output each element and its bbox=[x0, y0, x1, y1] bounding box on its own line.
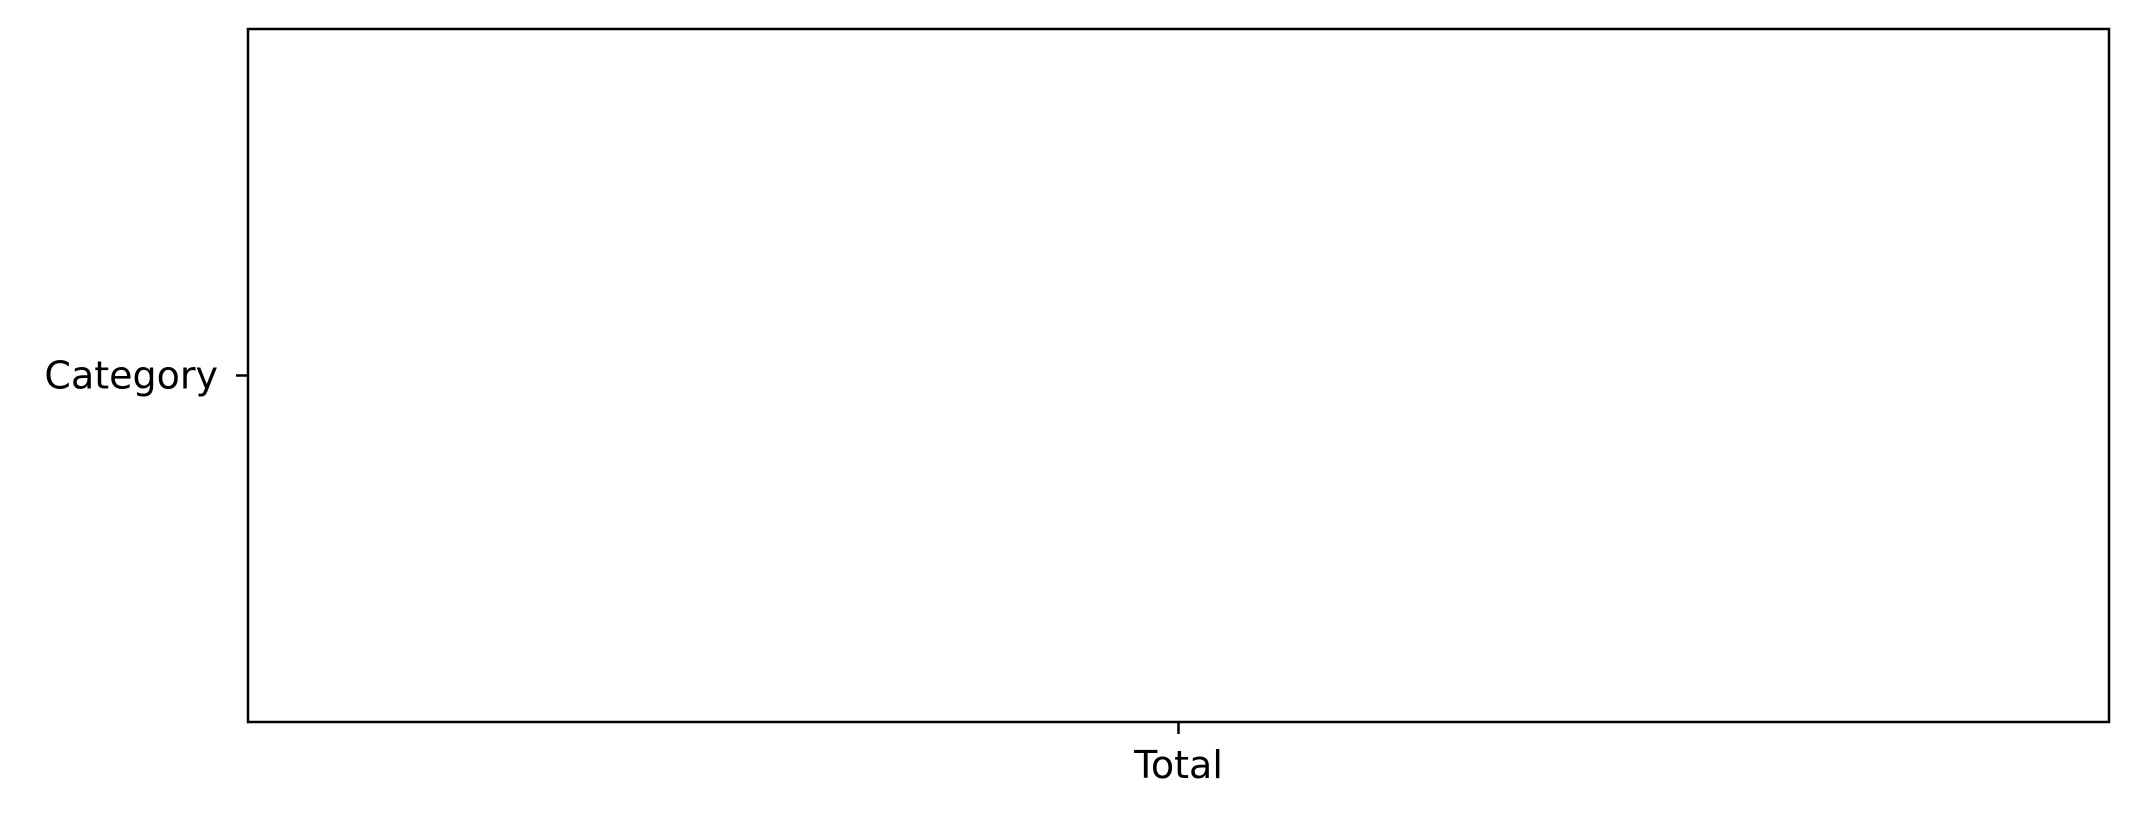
plot-area bbox=[246, 27, 2111, 724]
y-tick-label: Category bbox=[44, 354, 218, 398]
y-axis-ticks: Category bbox=[44, 354, 248, 398]
x-tick-label: Total bbox=[1133, 743, 1223, 787]
x-axis-ticks: Total bbox=[1133, 722, 1223, 787]
